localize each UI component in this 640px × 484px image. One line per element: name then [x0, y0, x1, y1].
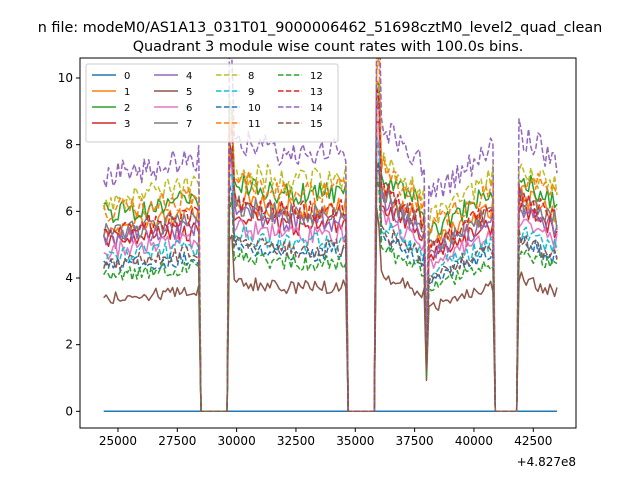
series-line-8	[102, 58, 558, 413]
legend-label-0: 0	[124, 71, 130, 82]
y-axis: 0 2 4 6 8 10	[58, 71, 80, 418]
series-line-5	[103, 207, 558, 413]
legend-label-14: 14	[310, 103, 323, 114]
series-line-13	[103, 85, 558, 413]
x-axis: 25000 27500 30000 32500 35000 37500 40000 42500	[99, 428, 552, 448]
series-line-11	[102, 58, 558, 413]
legend-label-4: 4	[186, 71, 192, 82]
y-tick-label: 6	[65, 204, 73, 218]
legend-label-15: 15	[310, 119, 323, 130]
x-tick-label: 40000	[455, 434, 493, 448]
y-tick-label: 2	[65, 338, 73, 352]
legend-label-13: 13	[310, 87, 323, 98]
x-tick-label: 25000	[99, 434, 137, 448]
legend-frame	[85, 63, 339, 143]
x-tick-label: 37500	[396, 434, 434, 448]
x-tick-label: 30000	[218, 434, 256, 448]
legend-label-11: 11	[248, 119, 261, 130]
x-tick-label: 35000	[336, 434, 374, 448]
x-tick-label: 42500	[514, 434, 552, 448]
y-tick-label: 0	[65, 404, 73, 418]
legend-label-1: 1	[124, 87, 130, 98]
plot-area	[79, 57, 577, 429]
series-line-15	[102, 161, 558, 413]
series-line-4	[102, 105, 558, 413]
legend-label-7: 7	[186, 119, 192, 130]
legend-label-9: 9	[248, 87, 254, 98]
legend-label-3: 3	[124, 119, 130, 130]
series-line-12	[103, 175, 558, 413]
axes-frame	[79, 57, 577, 429]
legend-label-2: 2	[124, 103, 130, 114]
y-tick-label: 10	[58, 71, 73, 85]
x-tick-label: 32500	[277, 434, 315, 448]
legend-label-5: 5	[186, 87, 192, 98]
legend-label-10: 10	[248, 103, 261, 114]
y-tick-label: 8	[65, 138, 73, 152]
series-layer	[102, 58, 558, 413]
series-line-7	[102, 98, 558, 413]
y-tick-label: 4	[65, 271, 73, 285]
figure-suptitle: n file: modeM0/AS1A13_031T01_9000006462_…	[38, 20, 603, 36]
chart-title: Quadrant 3 module wise count rates with …	[133, 39, 524, 55]
legend-label-8: 8	[248, 71, 254, 82]
series-line-9	[103, 135, 558, 413]
x-tick-label: 27500	[158, 434, 196, 448]
x-axis-offset-label: +4.827e8	[517, 455, 576, 469]
legend-label-12: 12	[310, 71, 323, 82]
legend-label-6: 6	[186, 103, 192, 114]
series-line-14	[102, 58, 558, 413]
